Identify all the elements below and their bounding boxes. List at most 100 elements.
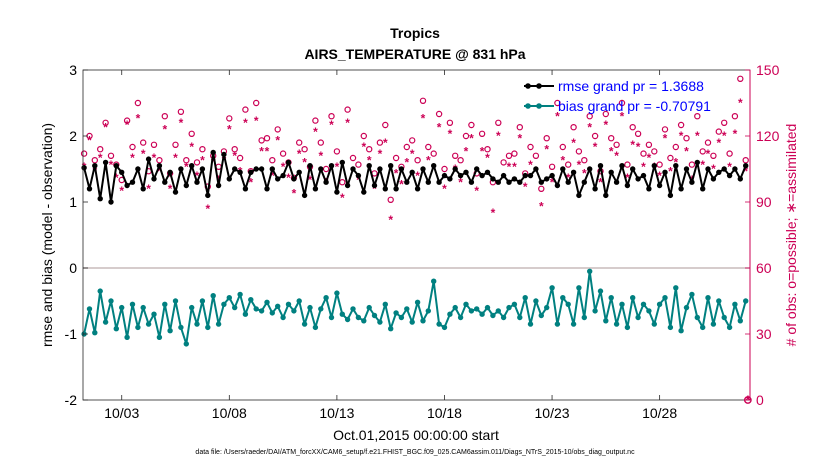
data-file-footer: data file: /Users/raeder/DAI/ATM_forcXX/… — [195, 449, 635, 456]
y-tick-label-right: 60 — [756, 260, 772, 276]
legend-rmse-marker-right — [536, 83, 542, 89]
bias-series-layer — [81, 268, 749, 347]
bias-point — [404, 306, 410, 312]
obs-assimilated-point: * — [458, 175, 463, 189]
obs-assimilated-point: * — [399, 178, 404, 192]
obs-assimilated-point: * — [372, 182, 377, 196]
bias-point — [361, 318, 367, 324]
obs-possible-point — [500, 159, 507, 166]
obs-possible-point — [710, 152, 717, 159]
obs-assimilated-point: * — [313, 125, 318, 139]
obs-assimilated-point: * — [491, 206, 496, 220]
rmse-point — [651, 163, 657, 169]
obs-possible-point — [296, 139, 303, 146]
bias-point — [371, 312, 378, 319]
obs-possible-point — [468, 121, 475, 129]
bias-point — [210, 293, 216, 299]
obs-possible-point — [403, 143, 410, 151]
rmse-point — [371, 182, 378, 189]
bias-point — [232, 304, 238, 311]
obs-possible-point — [624, 161, 631, 168]
obs-possible-point — [107, 152, 115, 159]
rmse-point — [576, 192, 582, 199]
obs-assimilated-point: * — [173, 151, 178, 165]
bias-point — [162, 301, 168, 307]
obs-assimilated-point: * — [141, 147, 146, 161]
obs-assimilated-point: * — [211, 156, 216, 170]
obs-assimilated-point: * — [189, 140, 194, 154]
obs-possible-point — [548, 163, 556, 170]
rmse-point — [215, 182, 222, 189]
obs-possible-point — [511, 150, 518, 157]
obs-possible-point — [677, 121, 685, 129]
rmse-point — [296, 169, 302, 175]
bias-point — [613, 321, 620, 327]
rmse-point — [253, 166, 259, 172]
obs-assimilated-point: * — [566, 171, 571, 185]
obs-assimilated-point: * — [281, 160, 286, 174]
x-tick-label: 10/13 — [319, 405, 354, 421]
obs-assimilated-point: * — [663, 131, 668, 145]
obs-assimilated-point: * — [227, 123, 232, 137]
bias-point — [145, 321, 152, 327]
rmse-point — [205, 192, 211, 199]
rmse-point — [344, 182, 351, 189]
bias-point — [92, 330, 98, 336]
bias-point — [388, 326, 394, 332]
obs-possible-point — [645, 141, 653, 148]
obs-assimilated-point: * — [700, 158, 705, 172]
rmse-point — [248, 169, 254, 175]
obs-assimilated-point: * — [609, 145, 614, 159]
obs-possible-point — [726, 150, 733, 157]
x-tick-label: 10/23 — [535, 405, 570, 421]
obs-possible-point — [715, 128, 723, 135]
obs-possible-point — [694, 112, 701, 120]
rmse-point — [414, 186, 421, 192]
bias-point — [291, 308, 297, 314]
rmse-point — [689, 179, 695, 185]
obs-assimilated-point: * — [254, 114, 259, 128]
bias-point — [710, 321, 717, 327]
obs-assimilated-point: * — [544, 142, 549, 156]
obs-assimilated-point: * — [442, 182, 447, 196]
bias-point — [253, 306, 259, 312]
rmse-point — [646, 186, 652, 192]
bias-point — [522, 295, 528, 301]
obs-possible-point — [161, 112, 168, 120]
obs-assimilated-point: * — [410, 147, 415, 161]
bias-point — [382, 301, 388, 307]
bias-point — [425, 308, 431, 314]
bias-point — [275, 303, 281, 309]
obs-assimilated-point: * — [641, 160, 646, 174]
rmse-point — [350, 166, 356, 172]
obs-assimilated-point: * — [598, 175, 603, 189]
obs-possible-point — [704, 139, 712, 146]
rmse-point — [565, 179, 571, 185]
rmse-point — [608, 169, 614, 175]
legend: rmse grand pr = 1.3688 bias grand pr = -… — [524, 78, 711, 114]
obs-possible-point — [559, 143, 567, 151]
obs-possible-point — [634, 130, 642, 137]
bias-point — [656, 301, 663, 307]
bias-point — [511, 301, 518, 307]
rmse-point — [431, 163, 437, 169]
obs-assimilated-point: * — [329, 118, 334, 132]
obs-assimilated-point: * — [550, 175, 555, 189]
legend-bias-marker-right — [536, 103, 542, 109]
obs-possible-point — [495, 119, 502, 127]
obs-assimilated-point: * — [383, 136, 388, 150]
rmse-point — [710, 176, 717, 182]
rmse-point — [592, 186, 598, 192]
obs-possible-point — [419, 97, 427, 105]
bias-point — [156, 334, 163, 340]
obs-assimilated-point: * — [119, 184, 124, 198]
obs-possible-point — [591, 132, 599, 140]
rmse-point — [237, 169, 243, 175]
rmse-point — [603, 192, 609, 199]
bias-point — [296, 298, 302, 304]
x-axis-label: Oct.01,2015 00:00:00 start — [333, 427, 499, 443]
bias-point — [420, 318, 426, 324]
rmse-point — [463, 169, 469, 175]
bias-point — [124, 334, 130, 340]
